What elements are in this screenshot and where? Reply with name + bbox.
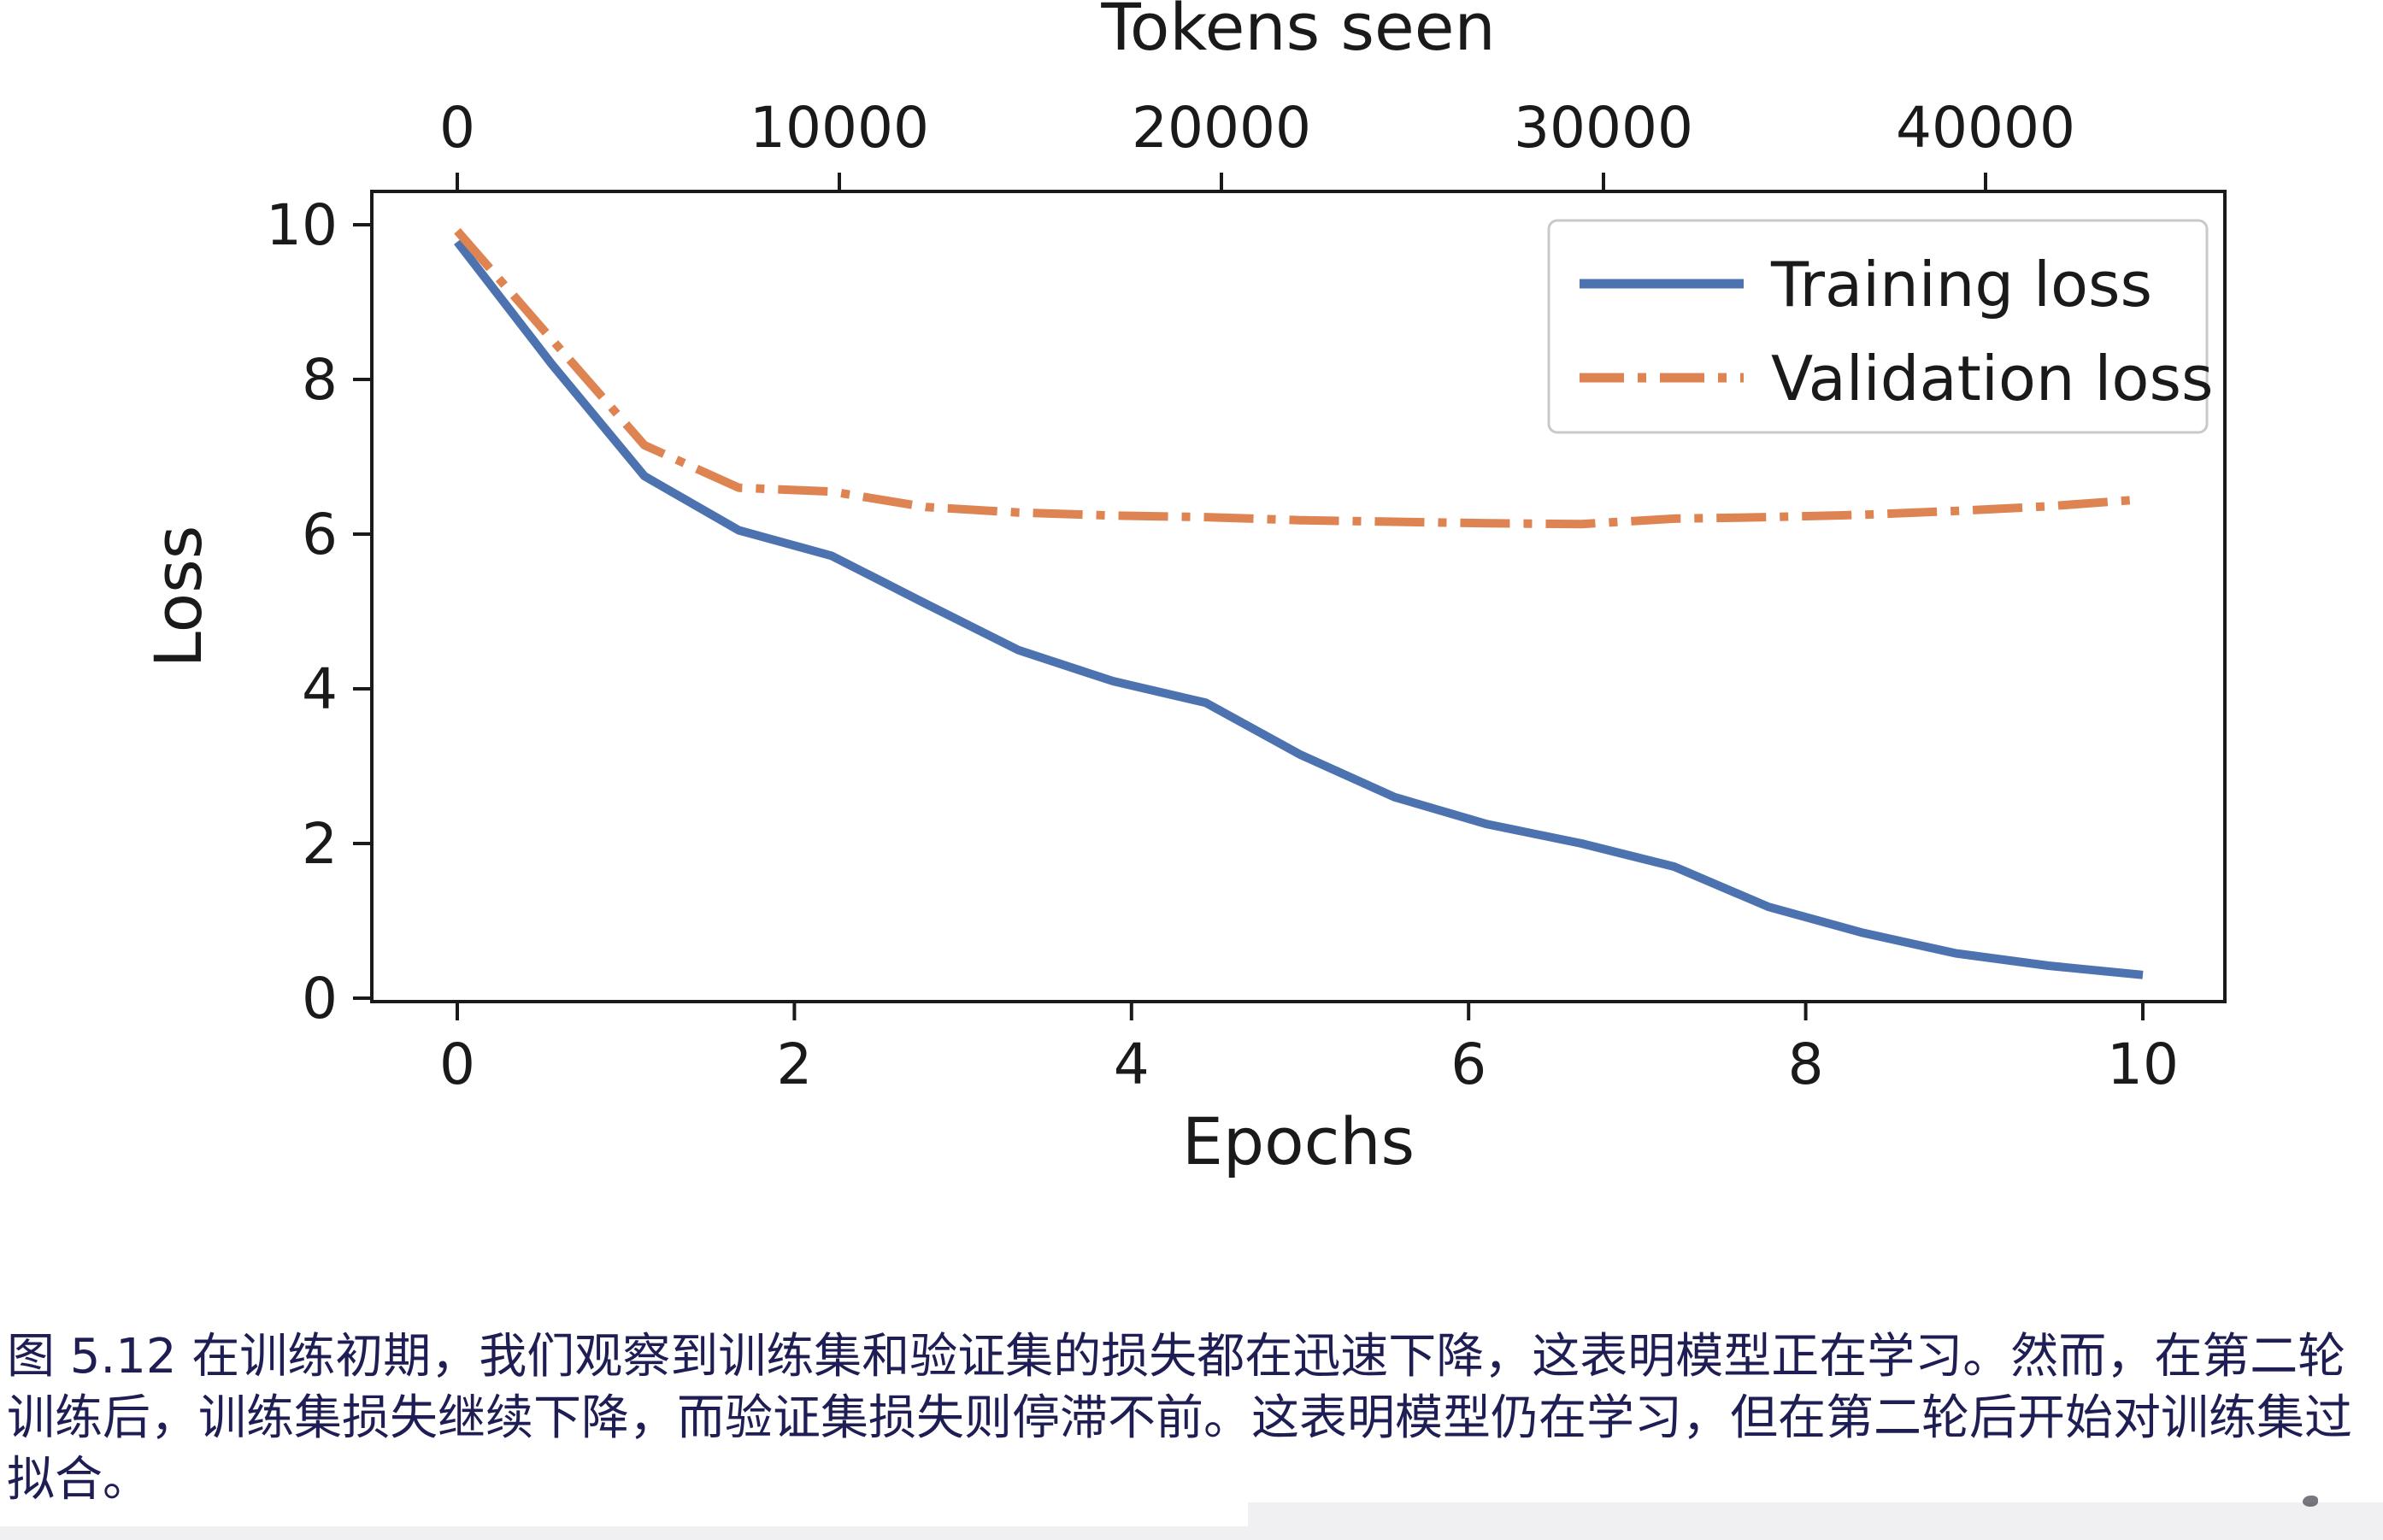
training-loss-line [454,238,2144,979]
x-tick-label: 10 [2107,1032,2179,1097]
legend-label-training-loss: Training loss [1770,249,2152,320]
x-tick-label: 6 [1450,1032,1486,1097]
y-tick-label: 10 [266,192,338,258]
figure-caption: 图 5.12 在训练初期，我们观察到训练集和验证集的损失都在迅速下降，这表明模型… [7,1329,2352,1508]
x-tick-label: 2 [776,1032,812,1097]
legend-box [1547,219,2209,434]
top-tick-label: 20000 [1132,95,1311,161]
loss-chart-figure: 0 2 4 6 8 10 0 2 4 6 8 10 0 10000 20000 30000 40000 Epoch… [140,0,2227,1179]
y-tick-label: 8 [302,347,338,413]
cursor-artifact [2303,1496,2318,1507]
validation-loss-line [454,227,2144,529]
x-tick-label: 8 [1788,1032,1824,1097]
top-tick-label: 0 [439,95,475,161]
x-tick-label: 0 [439,1032,475,1097]
y-axis-title: Loss [140,526,216,668]
top-tick-label: 40000 [1896,95,2075,161]
top-axis-title: Tokens seen [1100,0,1495,65]
loss-chart: 0 2 4 6 8 10 0 2 4 6 8 10 0 10000 20000 30000 40000 Epoch… [140,0,2227,1179]
background-strip-bottom [0,1526,2383,1540]
top-tick-label: 30000 [1514,95,1693,161]
legend-label-validation-loss: Validation loss [1771,343,2214,414]
y-tick-label: 6 [302,502,338,567]
plot-border [370,190,2227,1003]
y-tick-label: 0 [302,966,338,1032]
background-strip-right [1248,1502,2383,1528]
y-tick-label: 2 [302,811,338,877]
y-tick-label: 4 [302,656,338,722]
top-tick-label: 10000 [750,95,929,161]
x-axis-title: Epochs [1182,1103,1415,1179]
x-tick-label: 4 [1114,1032,1150,1097]
